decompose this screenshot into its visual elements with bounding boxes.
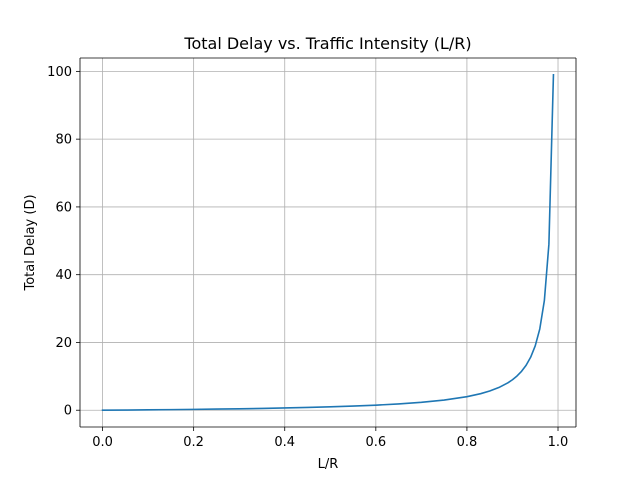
x-tick-label: 0.8 <box>457 435 478 450</box>
y-tick-label: 40 <box>55 268 72 283</box>
x-tick-label: 0.2 <box>183 435 204 450</box>
x-tick-label: 1.0 <box>548 435 569 450</box>
y-tick-label: 80 <box>55 133 72 148</box>
plot-area-background <box>80 58 576 427</box>
y-tick-label: 0 <box>64 404 72 419</box>
chart-title: Total Delay vs. Traffic Intensity (L/R) <box>183 34 471 53</box>
y-tick-label: 20 <box>55 336 72 351</box>
y-axis-label: Total Delay (D) <box>23 194 38 291</box>
data-series <box>101 73 555 412</box>
y-tick-label: 100 <box>47 65 72 80</box>
axes-frame <box>79 57 577 428</box>
axis-ticks: 0.0 0.2 0.4 0.6 0.8 1.0 0 20 40 60 80 100 <box>47 65 568 450</box>
x-tick-label: 0.0 <box>92 435 113 450</box>
x-tick-label: 0.6 <box>365 435 386 450</box>
y-tick-label: 60 <box>55 200 72 215</box>
grid-lines <box>80 58 576 427</box>
series-line <box>101 73 555 412</box>
x-axis-label: L/R <box>318 457 339 472</box>
x-tick-label: 0.4 <box>274 435 295 450</box>
